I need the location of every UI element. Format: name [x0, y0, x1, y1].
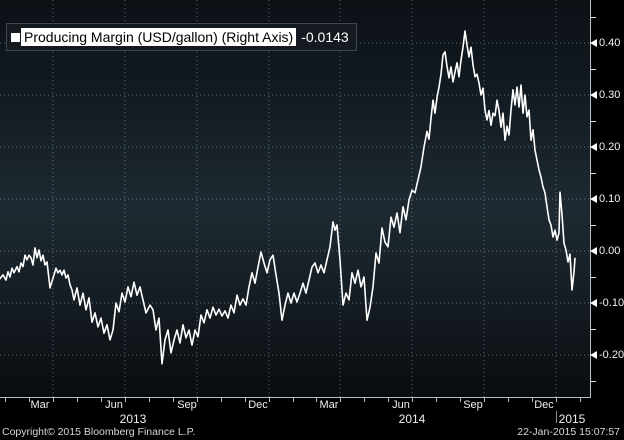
chart-plot-area[interactable] [0, 0, 590, 397]
x-axis-month-tick [5, 397, 6, 402]
y-axis-tick-arrow-icon [590, 246, 597, 255]
y-axis-tick-label: 0.40 [599, 36, 621, 49]
x-axis-month-tick [316, 397, 317, 402]
y-axis-tick-label: 0.20 [599, 140, 621, 153]
legend-series-label: Producing Margin (USD/gallon) (Right Axi… [21, 28, 297, 46]
x-axis-month-tick [269, 397, 270, 402]
legend-producing-margin[interactable]: Producing Margin (USD/gallon) (Right Axi… [6, 23, 357, 51]
legend-last-value: -0.0143 [301, 29, 349, 45]
x-axis-month-tick [293, 397, 294, 402]
x-axis-month-tick [532, 397, 533, 402]
x-axis-month-tick [221, 397, 222, 402]
x-axis-line [0, 397, 591, 398]
y-axis-tick-0.40: 0.40 [590, 36, 620, 50]
y-axis-tick-label: -0.20 [599, 348, 624, 361]
x-axis-month-tick [149, 397, 150, 402]
legend-series-marker-icon [11, 32, 20, 42]
y-axis-tick--0.10: -0.10 [590, 296, 624, 310]
y-axis-tick-arrow-icon [590, 142, 597, 151]
x-axis-month-tick [364, 397, 365, 402]
x-axis-month-tick [197, 397, 198, 402]
y-axis-minor-tick [591, 381, 596, 382]
y-axis-tick-arrow-icon [590, 38, 597, 47]
timestamp-text: 22-Jan-2015 15:07:57 [517, 426, 620, 438]
y-axis-tick-0.30: 0.30 [590, 88, 620, 102]
x-axis-month-tick [29, 397, 30, 402]
y-axis-tick-label: 0.30 [599, 88, 621, 101]
x-axis-month-tick [340, 397, 341, 402]
x-axis-month-label: Sep [463, 399, 483, 411]
copyright-text: Copyright© 2015 Bloomberg Finance L.P. [2, 426, 196, 438]
x-axis-month-label: Sep [177, 399, 197, 411]
y-axis-minor-tick [591, 277, 596, 278]
y-axis-tick-arrow-icon [590, 90, 597, 99]
year-separator [556, 411, 557, 423]
y-axis-tick-arrow-icon [590, 194, 597, 203]
x-axis-month-tick [173, 397, 174, 402]
x-axis-month-label: Jun [105, 399, 123, 411]
x-axis-month-tick [245, 397, 246, 402]
x-axis-month-tick [53, 397, 54, 402]
y-axis-tick-0.10: 0.10 [590, 192, 620, 206]
chart-canvas[interactable] [0, 0, 590, 397]
x-axis-year-label: 2015 [558, 412, 586, 426]
y-axis-minor-tick [591, 121, 596, 122]
y-axis-minor-tick [591, 173, 596, 174]
x-axis-month-label: Mar [319, 399, 339, 411]
y-axis-tick-arrow-icon [590, 350, 597, 359]
x-axis-month-label: Dec [248, 399, 268, 411]
x-axis-month-tick [77, 397, 78, 402]
y-axis-minor-tick [591, 69, 596, 70]
x-axis-month-tick [484, 397, 485, 402]
x-axis-month-tick [460, 397, 461, 402]
producing-margin-line[interactable] [0, 30, 576, 365]
y-axis-tick-arrow-icon [590, 298, 597, 307]
x-axis-month-label: Mar [30, 399, 50, 411]
x-axis-month-tick [580, 397, 581, 402]
y-axis-minor-tick [591, 329, 596, 330]
x-axis-month-tick [101, 397, 102, 402]
x-axis-year-label: 2014 [398, 412, 426, 426]
x-axis-month-tick [436, 397, 437, 402]
y-axis-minor-tick [591, 225, 596, 226]
x-axis-month-tick [388, 397, 389, 402]
x-axis-month-tick [125, 397, 126, 402]
x-axis-month-label: Jun [392, 399, 410, 411]
x-axis-month-tick [556, 397, 557, 402]
y-axis-tick-label: -0.10 [599, 296, 624, 309]
x-axis-month-tick [508, 397, 509, 402]
y-axis-tick-label: 0.10 [599, 192, 621, 205]
y-axis-minor-tick [591, 17, 596, 18]
x-axis-month-tick [412, 397, 413, 402]
y-axis-tick-label: 0.00 [599, 244, 621, 257]
y-axis-tick-0.20: 0.20 [590, 140, 620, 154]
y-axis-tick--0.20: -0.20 [590, 348, 624, 362]
x-axis-year-label: 2013 [119, 412, 147, 426]
y-axis-tick-0.00: 0.00 [590, 244, 620, 258]
x-axis-month-label: Dec [534, 399, 554, 411]
